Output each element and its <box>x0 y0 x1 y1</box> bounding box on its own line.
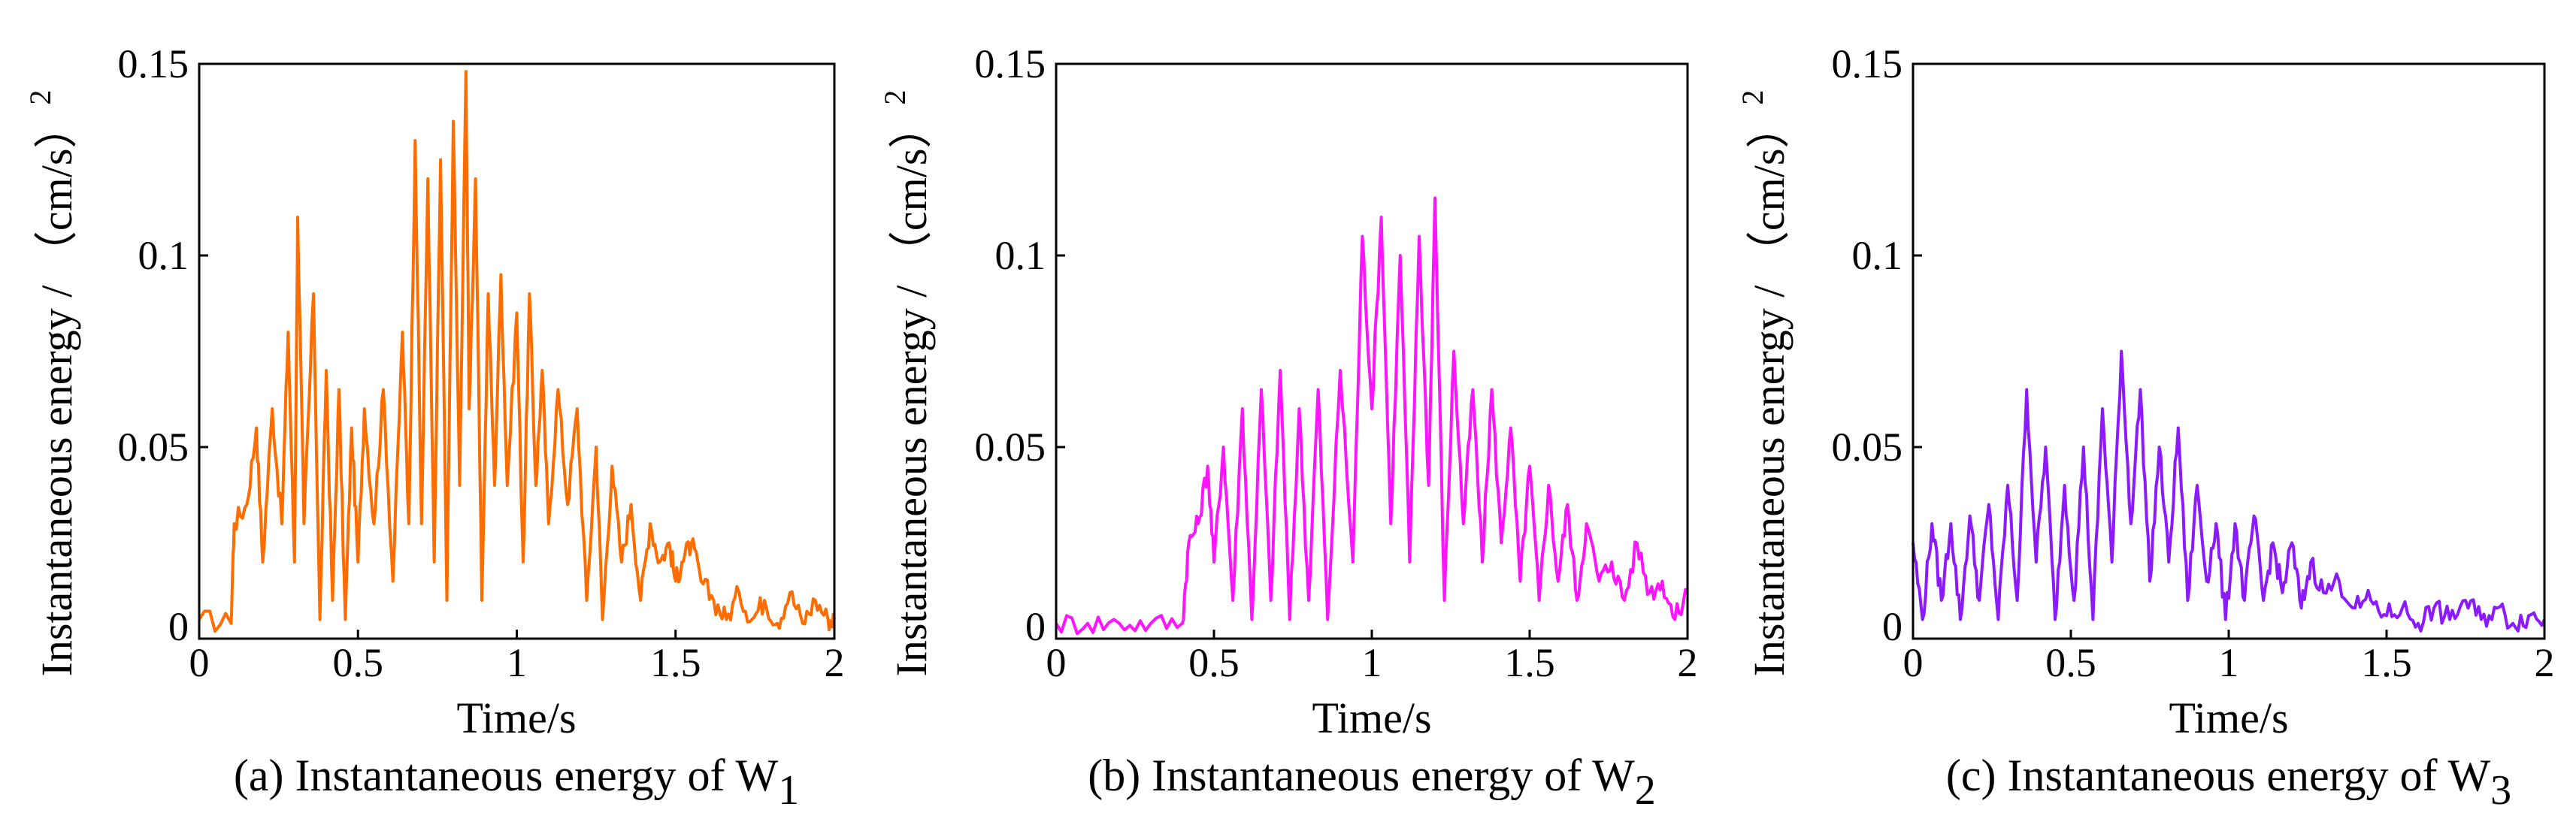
panel-a-xtick-label: 1 <box>507 640 527 685</box>
panel-a-series-line <box>198 70 836 633</box>
panel-c-xtick-label: 2 <box>2535 640 2555 685</box>
panel-a-xtick-label: 2 <box>825 640 845 685</box>
panel-a-xtick-label: 1.5 <box>650 640 701 685</box>
panel-c-xtick-label: 0 <box>1903 640 1924 685</box>
panel-b-ylabel: Instantaneous energy / （cm/s）2 <box>878 90 936 677</box>
panel-c-xtick-label: 0.5 <box>2045 640 2096 685</box>
panel-c-series-line <box>1912 349 2546 633</box>
panel-b-caption: (b) Instantaneous energy of W2 <box>1088 751 1656 814</box>
panel-a-ytick-label: 0.15 <box>118 41 189 86</box>
panel-a-ytick-label: 0.05 <box>118 425 189 470</box>
panel-a-caption: (a) Instantaneous energy of W1 <box>234 751 799 814</box>
panel-c-xlabel: Time/s <box>2169 694 2288 742</box>
panel-a-xtick-label: 0 <box>189 640 210 685</box>
panel-b-plot-frame <box>1055 62 1689 640</box>
panel-a-ytick-label: 0 <box>168 604 189 649</box>
panel-b-xtick-label: 0.5 <box>1188 640 1240 685</box>
panel-b-ytick-label: 0.1 <box>995 233 1046 278</box>
panel-a-plot-frame <box>198 62 836 640</box>
panel-b-series-line <box>1055 196 1689 636</box>
panel-a-ytick-label: 0.1 <box>138 233 189 278</box>
panel-c-ytick-label: 0 <box>1882 604 1902 649</box>
panel-c-ytick-label: 0.1 <box>1852 233 1903 278</box>
panel-c: Instantaneous energy / （cm/s）2 0 0.05 0.1 0… <box>1736 41 2555 814</box>
panel-a-xtick-label: 0.5 <box>333 640 384 685</box>
panel-c-ytick-label: 0.15 <box>1832 41 1903 86</box>
panel-c-caption: (c) Instantaneous energy of W3 <box>1946 751 2511 814</box>
panel-b-xtick-label: 2 <box>1678 640 1698 685</box>
panel-a: Instantaneous energy / （cm/s）2 0 0.05 0.1 0… <box>23 41 845 814</box>
panel-a-xlabel: Time/s <box>456 694 576 742</box>
panel-b-xtick-label: 0 <box>1046 640 1067 685</box>
panel-a-ylabel: Instantaneous energy / （cm/s）2 <box>23 90 81 677</box>
panel-b-ytick-label: 0.15 <box>975 41 1046 86</box>
panel-b-xlabel: Time/s <box>1312 694 1431 742</box>
panel-c-xtick-label: 1 <box>2219 640 2239 685</box>
panel-b-xtick-label: 1 <box>1362 640 1382 685</box>
panel-b-ytick-label: 0.05 <box>975 425 1046 470</box>
panel-b-ytick-label: 0 <box>1025 604 1046 649</box>
panel-c-ylabel: Instantaneous energy / （cm/s）2 <box>1736 90 1794 677</box>
panel-c-plot-frame <box>1912 62 2546 640</box>
panel-b: Instantaneous energy / （cm/s）2 0 0.05 0.1 0… <box>878 41 1698 814</box>
panel-b-xtick-label: 1.5 <box>1504 640 1555 685</box>
panel-c-xtick-label: 1.5 <box>2361 640 2412 685</box>
panel-c-ytick-label: 0.05 <box>1832 425 1903 470</box>
